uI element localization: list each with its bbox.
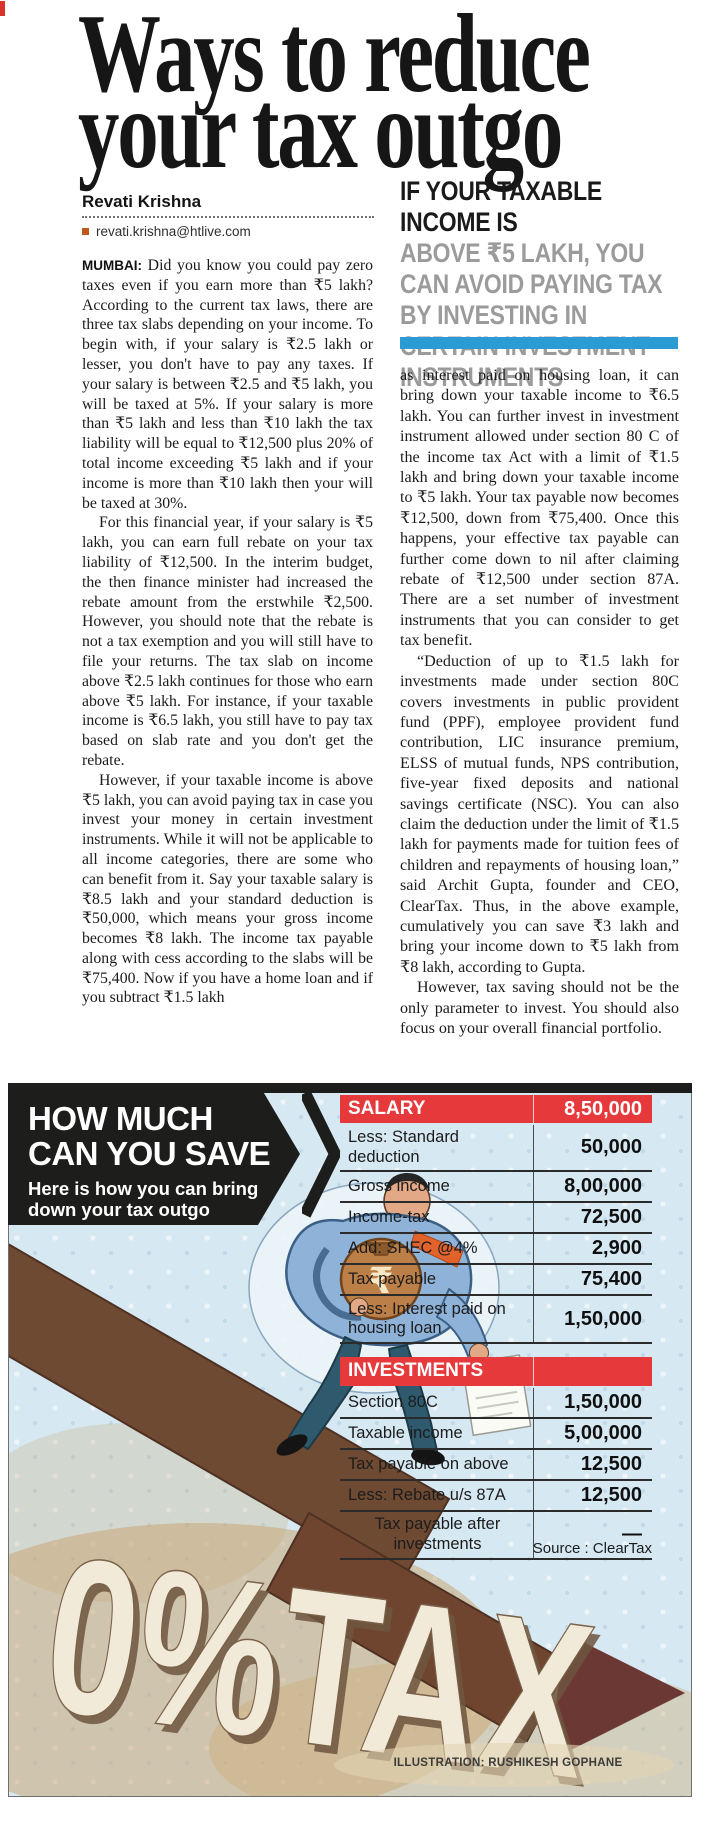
row-label: Tax payable after investments — [374, 1515, 501, 1553]
banner-subheading-line-2: down your tax outgo — [28, 1199, 210, 1220]
infographic-banner: HOW MUCH CAN YOU SAVE Here is how you ca… — [8, 1083, 300, 1225]
row-label: SALARY — [348, 1098, 426, 1119]
illustration-credit: ILLUSTRATION: RUSHIKESH GOPHANE — [393, 1757, 623, 1769]
row-value: 50,000 — [533, 1125, 652, 1171]
row-label: Tax payable on above — [348, 1454, 509, 1473]
page-title: Ways to reduce your tax outgo — [78, 0, 591, 192]
tie — [410, 1230, 464, 1268]
pull-quote: IF YOUR TAXABLE INCOME IS ABOVE ₹5 LAKH,… — [400, 176, 680, 393]
email-bullet-icon — [82, 228, 89, 235]
title-line-2: your tax outgo — [78, 68, 563, 192]
dateline: MUMBAI: — [82, 258, 142, 273]
row-value: 8,50,000 — [533, 1095, 652, 1124]
table-row: Tax payable 75,400 — [340, 1265, 652, 1297]
row-value: 1,50,000 — [533, 1296, 652, 1343]
man-figure: ₹ TAX — [248, 1172, 532, 1466]
body-column-left: MUMBAI: Did you know you could pay zero … — [82, 256, 373, 1008]
byline-block: Revati Krishna — [82, 192, 374, 218]
table-row: Taxable income 5,00,000 — [340, 1418, 652, 1450]
body-paragraph: However, tax saving should not be the on… — [400, 979, 679, 1037]
table-row: Tax payable on above 12,500 — [340, 1449, 652, 1481]
banner-heading-line-2: CAN YOU SAVE — [28, 1135, 271, 1172]
corner-mark — [0, 1, 5, 16]
row-value: 2,900 — [533, 1234, 652, 1264]
pull-quote-lead: IF YOUR TAXABLE INCOME IS — [400, 176, 602, 237]
banner-heading-line-1: HOW MUCH — [28, 1100, 213, 1137]
infographic-top-strip — [8, 1083, 692, 1093]
row-value: 72,500 — [533, 1203, 652, 1233]
row-label: Less: Rebate u/s 87A — [348, 1485, 506, 1504]
body-paragraph: “Deduction of up to ₹1.5 lakh for invest… — [400, 652, 679, 976]
row-label: Less: Standard deduction — [348, 1128, 459, 1166]
row-value: 8,00,000 — [533, 1172, 652, 1202]
row-label: Gross income — [348, 1177, 450, 1196]
source-note: Source : ClearTax — [532, 1540, 652, 1557]
pull-quote-accent-bar — [400, 337, 678, 349]
row-label: Taxable income — [348, 1423, 463, 1442]
row-label: Less: Interest paid on housing loan — [348, 1299, 506, 1338]
table-row: Less: Standard deduction 50,000 — [340, 1125, 652, 1173]
table-row: Less: Rebate u/s 87A 12,500 — [340, 1480, 652, 1512]
table-row: Income-tax 72,500 — [340, 1203, 652, 1235]
savings-table: SALARY 8,50,000 Less: Standard deduction… — [340, 1095, 652, 1560]
table-row: Less: Interest paid on housing loan 1,50… — [340, 1296, 652, 1345]
row-value: 12,500 — [533, 1449, 652, 1479]
title-line-1: Ways to reduce — [78, 0, 591, 116]
table-row: Add: SHEC @4% 2,900 — [340, 1234, 652, 1266]
author-email-row: revati.krishna@htlive.com — [82, 224, 374, 239]
row-value: 1,50,000 — [533, 1387, 652, 1417]
byline-author: Revati Krishna — [82, 192, 202, 211]
body-paragraph: For this financial year, if your salary … — [82, 514, 373, 769]
row-label: INVESTMENTS — [348, 1360, 484, 1382]
row-value: 75,400 — [533, 1265, 652, 1295]
body-paragraph: as interest paid on housing loan, it can… — [400, 367, 679, 650]
banner-subheading-line-1: Here is how you can bring — [28, 1178, 259, 1199]
row-value: 12,500 — [533, 1480, 652, 1510]
row-value — [533, 1357, 652, 1386]
author-email[interactable]: revati.krishna@htlive.com — [96, 224, 251, 239]
row-label: Add: SHEC @4% — [348, 1239, 478, 1258]
body-paragraph: However, if your taxable income is above… — [82, 771, 373, 1007]
table-row: Gross income 8,00,000 — [340, 1172, 652, 1204]
paragraph-text: Did you know you could pay zero taxes ev… — [82, 257, 373, 512]
body-column-right: as interest paid on housing loan, it can… — [400, 366, 679, 1039]
row-label: Income-tax — [348, 1208, 430, 1227]
table-row-investments: INVESTMENTS — [340, 1357, 652, 1386]
row-value: — — [533, 1511, 652, 1558]
body-paragraph: MUMBAI: Did you know you could pay zero … — [82, 256, 373, 513]
row-label: Section 80C — [348, 1392, 438, 1411]
row-value: 5,00,000 — [533, 1418, 652, 1448]
table-section-gap — [340, 1344, 652, 1357]
table-row-salary: SALARY 8,50,000 — [340, 1095, 652, 1124]
down-arrow — [9, 1243, 685, 1761]
table-row: Tax payable after investments — — [340, 1511, 652, 1560]
table-row: Section 80C 1,50,000 — [340, 1387, 652, 1419]
row-label: Tax payable — [348, 1270, 437, 1289]
chevron-right-icon — [302, 1090, 340, 1218]
